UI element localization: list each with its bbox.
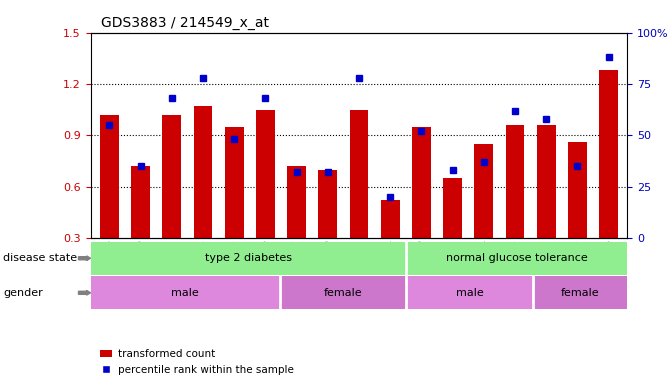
Text: normal glucose tolerance: normal glucose tolerance	[446, 253, 588, 263]
Bar	[350, 110, 368, 238]
Text: type 2 diabetes: type 2 diabetes	[205, 253, 292, 263]
Bar	[381, 200, 399, 238]
Bar	[91, 242, 407, 275]
Bar	[280, 276, 407, 309]
Legend: transformed count, percentile rank within the sample: transformed count, percentile rank withi…	[96, 345, 298, 379]
Bar	[537, 125, 556, 238]
Bar	[131, 166, 150, 238]
Text: male: male	[171, 288, 199, 298]
Bar	[319, 170, 337, 238]
Bar	[474, 144, 493, 238]
Bar	[100, 115, 119, 238]
Bar	[193, 106, 212, 238]
Bar	[287, 166, 306, 238]
Bar	[225, 127, 244, 238]
Bar	[506, 125, 525, 238]
Bar	[533, 276, 627, 309]
Text: gender: gender	[3, 288, 43, 298]
Bar	[407, 276, 533, 309]
Text: female: female	[324, 288, 362, 298]
Bar	[412, 127, 431, 238]
Bar	[444, 178, 462, 238]
Bar	[256, 110, 274, 238]
Text: male: male	[456, 288, 483, 298]
Text: disease state: disease state	[3, 253, 77, 263]
Text: female: female	[561, 288, 599, 298]
Bar	[162, 115, 181, 238]
Text: GDS3883 / 214549_x_at: GDS3883 / 214549_x_at	[101, 16, 269, 30]
Bar	[568, 142, 587, 238]
Bar	[91, 276, 280, 309]
Bar	[407, 242, 627, 275]
Bar	[599, 70, 618, 238]
